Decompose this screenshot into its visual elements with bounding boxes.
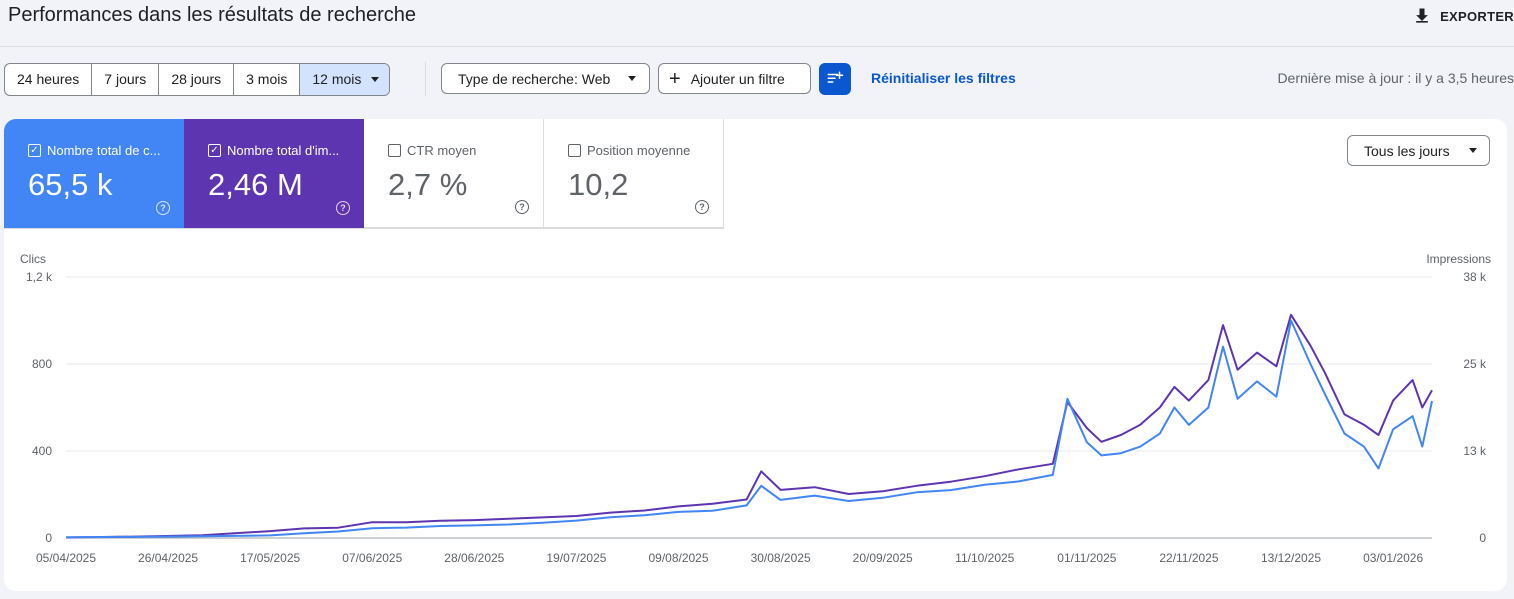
checkbox-checked-icon[interactable]: ✓ bbox=[208, 144, 221, 157]
x-tick-label: 03/01/2026 bbox=[1363, 551, 1423, 565]
help-icon[interactable]: ? bbox=[515, 200, 529, 214]
filter-settings-button[interactable] bbox=[819, 63, 851, 95]
x-tick-label: 05/04/2025 bbox=[36, 551, 96, 565]
range-24h-button[interactable]: 24 heures bbox=[5, 64, 93, 95]
x-tick-label: 01/11/2025 bbox=[1057, 551, 1116, 565]
range-3m-button[interactable]: 3 mois bbox=[234, 64, 301, 95]
help-icon[interactable]: ? bbox=[695, 200, 709, 214]
performance-chart: 0 400 800 1,2 k 0 13 k 25 k 38 k Clics Impression… bbox=[20, 252, 1491, 565]
x-tick-label: 22/11/2025 bbox=[1159, 551, 1218, 565]
search-type-label: Type de recherche: Web bbox=[458, 70, 611, 87]
page-title: Performances dans les résultats de reche… bbox=[8, 4, 416, 26]
metric-label: Position moyenne bbox=[587, 143, 691, 158]
x-tick-label: 11/10/2025 bbox=[955, 551, 1014, 565]
y-tick-label-left: 0 bbox=[45, 531, 52, 545]
metric-label: CTR moyen bbox=[407, 143, 477, 158]
y-tick-label-left: 1,2 k bbox=[26, 270, 53, 284]
metric-card-impressions[interactable]: ✓ Nombre total d'im... 2,46 M ? bbox=[184, 119, 364, 228]
metric-card-ctr[interactable]: CTR moyen 2,7 % ? bbox=[364, 119, 544, 228]
cards-divider bbox=[4, 228, 724, 229]
metric-value: 2,7 % bbox=[388, 167, 468, 202]
metric-value: 65,5 k bbox=[28, 167, 113, 202]
metric-label-row: ✓ Nombre total d'im... bbox=[208, 143, 339, 158]
y-axis-title-left: Clics bbox=[20, 252, 46, 266]
metric-card-position[interactable]: Position moyenne 10,2 ? bbox=[544, 119, 724, 228]
range-12m-label: 12 mois bbox=[312, 71, 362, 87]
last-update-text: Dernière mise à jour : il y a 3,5 heures bbox=[1277, 70, 1514, 86]
y-tick-label-right: 0 bbox=[1479, 531, 1486, 545]
range-28d-button[interactable]: 28 jours bbox=[159, 64, 235, 95]
checkbox-unchecked-icon[interactable] bbox=[568, 144, 581, 157]
y-tick-label-right: 25 k bbox=[1463, 357, 1487, 371]
date-range-selector: 24 heures 7 jours 28 jours 3 mois 12 moi… bbox=[4, 63, 391, 96]
x-tick-label: 20/09/2025 bbox=[853, 551, 913, 565]
metric-label-row: CTR moyen bbox=[388, 143, 476, 158]
filter-list-icon bbox=[827, 71, 844, 83]
add-filter-label: Ajouter un filtre bbox=[690, 70, 785, 87]
x-tick-label: 30/08/2025 bbox=[751, 551, 811, 565]
chevron-down-icon bbox=[628, 76, 636, 81]
metric-value: 10,2 bbox=[568, 167, 629, 202]
metric-label-row: ✓ Nombre total de c... bbox=[28, 143, 160, 158]
granularity-dropdown[interactable]: Tous les jours bbox=[1347, 135, 1490, 166]
plus-icon: + bbox=[669, 67, 681, 90]
checkbox-unchecked-icon[interactable] bbox=[388, 144, 401, 157]
x-tick-label: 09/08/2025 bbox=[648, 551, 708, 565]
granularity-label: Tous les jours bbox=[1364, 142, 1450, 159]
y-axis-title-right: Impressions bbox=[1426, 252, 1491, 266]
checkbox-checked-icon[interactable]: ✓ bbox=[28, 144, 41, 157]
clicks-series-line bbox=[65, 319, 1433, 539]
metric-value: 2,46 M bbox=[208, 167, 303, 202]
toolbar-divider bbox=[425, 62, 426, 96]
search-type-dropdown[interactable]: Type de recherche: Web bbox=[441, 63, 650, 94]
x-tick-label: 19/07/2025 bbox=[546, 551, 606, 565]
chevron-down-icon bbox=[371, 77, 380, 82]
x-tick-label: 13/12/2025 bbox=[1261, 551, 1321, 565]
y-tick-label-right: 38 k bbox=[1463, 270, 1487, 284]
y-tick-label-left: 400 bbox=[32, 444, 52, 458]
filter-toolbar: 24 heures 7 jours 28 jours 3 mois 12 moi… bbox=[0, 62, 1514, 96]
help-icon[interactable]: ? bbox=[156, 201, 170, 215]
range-12m-button[interactable]: 12 mois bbox=[300, 64, 390, 95]
metric-label: Nombre total de c... bbox=[47, 143, 161, 158]
add-filter-button[interactable]: + Ajouter un filtre bbox=[658, 63, 811, 94]
performance-panel: ✓ Nombre total de c... 65,5 k ? ✓ Nombre… bbox=[4, 119, 1507, 591]
page-header: Performances dans les résultats de reche… bbox=[0, 0, 1514, 47]
export-button[interactable]: EXPORTER bbox=[1412, 6, 1514, 26]
x-tick-label: 17/05/2025 bbox=[240, 551, 300, 565]
download-icon bbox=[1416, 8, 1428, 23]
x-tick-label: 07/06/2025 bbox=[342, 551, 402, 565]
x-tick-label: 28/06/2025 bbox=[444, 551, 504, 565]
chevron-down-icon bbox=[1469, 148, 1477, 153]
range-7d-button[interactable]: 7 jours bbox=[92, 64, 160, 95]
y-tick-label-left: 800 bbox=[32, 357, 52, 371]
export-label: EXPORTER bbox=[1440, 8, 1514, 24]
metric-label: Nombre total d'im... bbox=[227, 143, 340, 158]
metric-card-clicks[interactable]: ✓ Nombre total de c... 65,5 k ? bbox=[4, 119, 184, 228]
help-icon[interactable]: ? bbox=[336, 201, 350, 215]
y-tick-label-right: 13 k bbox=[1463, 444, 1487, 458]
reset-filters-link[interactable]: Réinitialiser les filtres bbox=[871, 70, 1016, 86]
impressions-series-line bbox=[65, 313, 1433, 539]
x-tick-label: 26/04/2025 bbox=[138, 551, 198, 565]
metric-label-row: Position moyenne bbox=[568, 143, 690, 158]
